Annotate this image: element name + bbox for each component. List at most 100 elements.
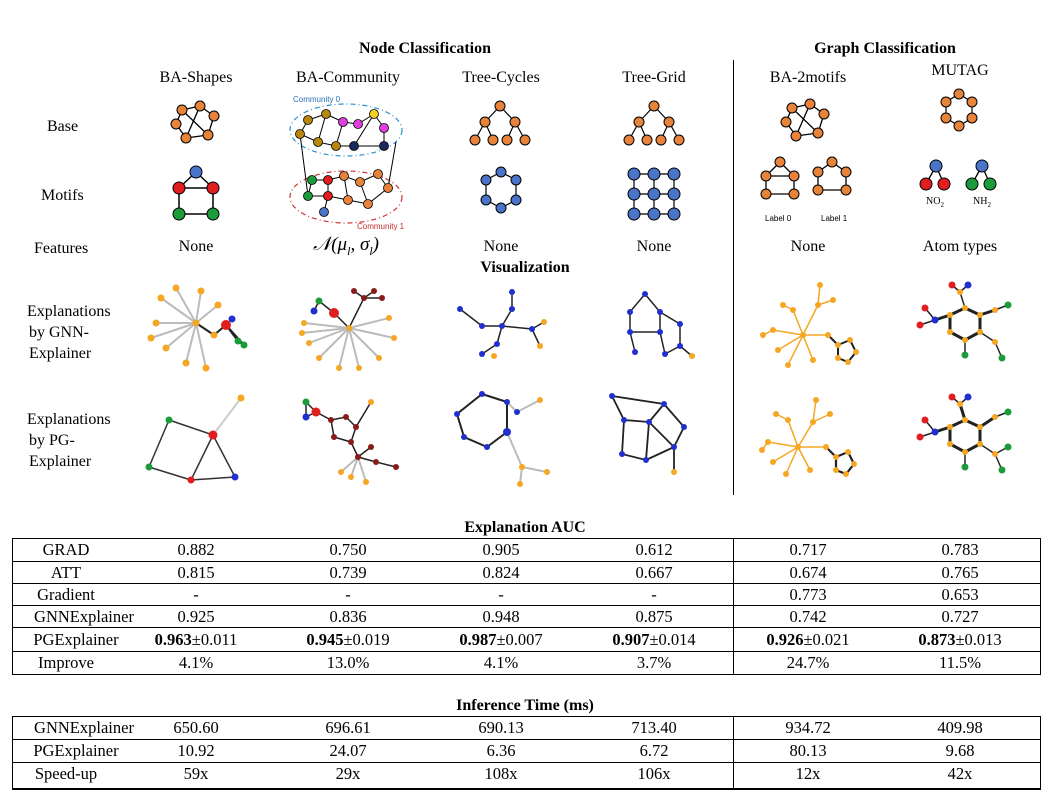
no2-annotation: NO2 bbox=[926, 196, 944, 209]
viz-pg-mutag bbox=[916, 393, 1012, 474]
time-cell: 409.98 bbox=[937, 718, 983, 737]
auc-cell: 0.739 bbox=[329, 563, 367, 582]
auc-top-rule bbox=[12, 538, 1041, 539]
viz-gnn-ba-community bbox=[299, 288, 397, 371]
time-bottom-rule bbox=[12, 788, 1041, 790]
auc-cell: 0.742 bbox=[789, 607, 827, 626]
auc-cell: 0.612 bbox=[635, 540, 673, 559]
dataset-ba-shapes: BA-Shapes bbox=[159, 69, 233, 86]
time-col-divider bbox=[733, 716, 734, 789]
dataset-ba-community: BA-Community bbox=[295, 69, 401, 86]
community1-label: Community 1 bbox=[357, 222, 405, 231]
viz-gnn-ba-shapes bbox=[147, 284, 248, 372]
feature-tree-grid: None bbox=[636, 238, 672, 255]
auc-row-rule bbox=[12, 627, 1041, 628]
auc-cell: - bbox=[651, 585, 657, 604]
time-row-name: Speed-up bbox=[34, 764, 98, 783]
graph-motif-mutag bbox=[919, 159, 997, 191]
feature-mutag: Atom types bbox=[922, 238, 998, 255]
auc-row-rule bbox=[12, 605, 1041, 606]
auc-cell: 0.836 bbox=[329, 607, 367, 626]
auc-cell: 0.653 bbox=[941, 585, 979, 604]
auc-cell: 0.925 bbox=[177, 607, 215, 626]
graph-base-ba-2motifs bbox=[780, 98, 830, 142]
auc-cell: - bbox=[498, 585, 504, 604]
auc-cell-pg: 0.873±0.013 bbox=[918, 630, 1002, 649]
time-cell: 713.40 bbox=[631, 718, 677, 737]
row-label-expl-pg: Explanations by PG- Explainer bbox=[27, 411, 111, 470]
label1-annotation: Label 1 bbox=[821, 214, 848, 223]
time-row-name: GNNExplainer bbox=[34, 718, 134, 737]
dataset-tree-grid: Tree-Grid bbox=[622, 69, 686, 86]
auc-cell: 0.717 bbox=[789, 540, 827, 559]
auc-cell-pg: 0.945±0.019 bbox=[306, 630, 390, 649]
feature-tree-cycles: None bbox=[483, 238, 519, 255]
viz-pg-tree-cycles bbox=[454, 391, 550, 487]
auc-row-name: ATT bbox=[50, 563, 82, 582]
auc-cell: 4.1% bbox=[483, 653, 519, 672]
header-graph-classification: Graph Classification bbox=[814, 40, 956, 57]
time-row-name: PGExplainer bbox=[33, 741, 119, 760]
auc-cell: 0.783 bbox=[941, 540, 979, 559]
viz-pg-ba-shapes bbox=[145, 394, 245, 484]
time-row-rule bbox=[12, 739, 1041, 740]
time-cell: 650.60 bbox=[173, 718, 219, 737]
time-cell: 12x bbox=[795, 764, 821, 783]
time-top-rule bbox=[12, 716, 1041, 717]
viz-pg-ba-community bbox=[302, 398, 399, 485]
auc-row-rule bbox=[12, 561, 1041, 562]
feature-ba-shapes: None bbox=[178, 238, 214, 255]
auc-cell: 0.948 bbox=[482, 607, 520, 626]
nh2-annotation: NH2 bbox=[973, 196, 991, 209]
auc-cell: 11.5% bbox=[938, 653, 982, 672]
dataset-mutag: MUTAG bbox=[931, 62, 989, 79]
time-table-title: Inference Time (ms) bbox=[456, 697, 594, 714]
graph-base-ba-shapes bbox=[170, 100, 220, 144]
auc-cell: 0.875 bbox=[635, 607, 673, 626]
time-right-border bbox=[1040, 716, 1041, 789]
header-visualization: Visualization bbox=[480, 259, 570, 276]
auc-cell: 3.7% bbox=[636, 653, 672, 672]
auc-cell: 0.824 bbox=[482, 563, 520, 582]
time-cell: 10.92 bbox=[177, 741, 215, 760]
time-cell: 59x bbox=[183, 764, 209, 783]
time-left-border bbox=[12, 716, 13, 789]
row-label-expl-gnn: Explanations by GNN- Explainer bbox=[27, 303, 111, 362]
time-cell: 9.68 bbox=[945, 741, 975, 760]
auc-cell: 13.0% bbox=[326, 653, 370, 672]
time-cell: 24.07 bbox=[329, 741, 367, 760]
time-cell: 106x bbox=[637, 764, 671, 783]
auc-cell: 0.905 bbox=[482, 540, 520, 559]
dataset-ba-2motifs: BA-2motifs bbox=[769, 69, 847, 86]
time-cell: 690.13 bbox=[478, 718, 524, 737]
auc-row-name: PGExplainer bbox=[33, 630, 119, 649]
row-label-features: Features bbox=[34, 240, 89, 257]
auc-cell: 24.7% bbox=[786, 653, 830, 672]
auc-cell: 0.815 bbox=[177, 563, 215, 582]
header-node-classification: Node Classification bbox=[359, 40, 491, 57]
graph-motif-ba-shapes bbox=[172, 165, 220, 221]
graph-motif-ba-2motifs bbox=[760, 156, 852, 200]
auc-right-border bbox=[1040, 538, 1041, 675]
label0-annotation: Label 0 bbox=[765, 214, 792, 223]
feature-ba-community: 𝒩(μl, σl) bbox=[313, 234, 379, 258]
auc-cell: - bbox=[345, 585, 351, 604]
graph-base-tree-grid bbox=[623, 100, 685, 146]
auc-cell: 0.674 bbox=[789, 563, 827, 582]
time-cell: 42x bbox=[947, 764, 973, 783]
time-cell: 29x bbox=[335, 764, 361, 783]
auc-row-name: GNNExplainer bbox=[34, 607, 134, 626]
auc-cell-pg: 0.926±0.021 bbox=[766, 630, 850, 649]
auc-col-divider bbox=[733, 538, 734, 675]
time-cell: 6.72 bbox=[639, 741, 669, 760]
auc-cell-pg: 0.907±0.014 bbox=[612, 630, 696, 649]
auc-cell: - bbox=[193, 585, 199, 604]
auc-left-border bbox=[12, 538, 13, 675]
time-cell: 934.72 bbox=[785, 718, 831, 737]
auc-row-rule bbox=[12, 583, 1041, 584]
community0-label: Community 0 bbox=[293, 95, 341, 104]
auc-cell-pg: 0.963±0.011 bbox=[154, 630, 238, 649]
viz-gnn-tree-grid bbox=[627, 291, 695, 359]
auc-cell: 4.1% bbox=[178, 653, 214, 672]
viz-pg-ba-2motifs bbox=[759, 397, 857, 477]
